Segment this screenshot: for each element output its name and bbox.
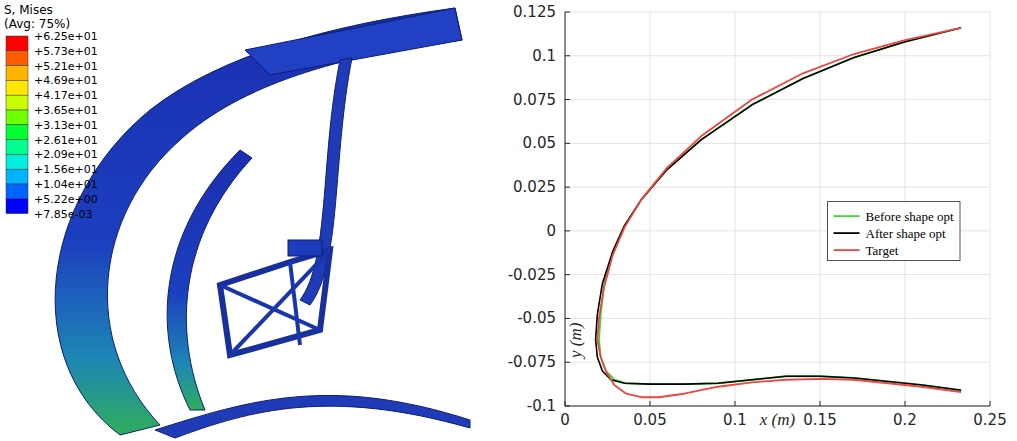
x-tick-label: 0: [560, 411, 570, 429]
grid-line-y: [565, 362, 990, 363]
x-axis-line: [565, 406, 990, 407]
grid-line-y: [565, 187, 990, 188]
grid-line-y: [565, 143, 990, 144]
contour-band: [6, 51, 28, 66]
x-tick: [820, 401, 821, 406]
series-line: [596, 28, 962, 390]
contour-label: +2.09e+01: [34, 148, 98, 161]
fea-model: [55, 8, 470, 438]
y-tick-label: 0.025: [513, 178, 556, 196]
y-tick: [565, 12, 570, 13]
x-tick: [650, 401, 651, 406]
y-tick: [565, 143, 570, 144]
x-tick-label: 0.1: [723, 411, 747, 429]
y-tick: [565, 55, 570, 56]
grid-line-x: [990, 12, 991, 406]
y-tick: [565, 99, 570, 100]
contour-band: [6, 184, 28, 199]
contour-label: +3.65e+01: [34, 104, 98, 117]
x-tick: [905, 401, 906, 406]
y-tick-label: -0.075: [508, 353, 556, 371]
series-group: [596, 28, 962, 397]
y-tick-label: 0.1: [532, 47, 556, 65]
figure: S, Mises(Avg: 75%)+6.25e+01 +5.73e+01 +5.2…: [0, 0, 1017, 441]
x-tick-label: 0.05: [633, 411, 666, 429]
x-tick-label: 0.2: [893, 411, 917, 429]
contour-label: +1.56e+01: [34, 163, 98, 176]
mechanism-struts: [220, 250, 330, 355]
contour-label: +6.25e+01: [34, 30, 98, 43]
mechanism-frame: [220, 250, 330, 355]
contour-label: +5.21e+01: [34, 60, 98, 73]
y-tick: [565, 362, 570, 363]
y-tick: [565, 230, 570, 231]
contour-label: +1.04e+01: [34, 178, 98, 191]
contour-band: [6, 66, 28, 81]
contour-band: [6, 140, 28, 155]
grid-line-x: [650, 12, 651, 406]
y-tick: [565, 187, 570, 188]
x-tick-label: 0.25: [973, 411, 1006, 429]
y-tick-label: -0.1: [527, 397, 556, 415]
y-tick-label: -0.025: [508, 266, 556, 284]
series-line: [597, 28, 961, 397]
bottom-plate: [155, 395, 470, 438]
y-tick-label: 0.075: [513, 91, 556, 109]
legend-label: After shape opt: [866, 226, 947, 241]
contour-title: S, Mises: [4, 3, 53, 17]
y-axis-title: y (m): [566, 322, 585, 360]
legend: Before shape opt After shape opt Target: [828, 202, 960, 261]
contour-label: +5.22e+00: [34, 193, 98, 206]
contour-band: [6, 110, 28, 125]
grid: [565, 12, 990, 406]
x-tick: [990, 401, 991, 406]
y-tick: [565, 318, 570, 319]
y-tick: [565, 406, 570, 407]
legend-swatch: [834, 215, 860, 217]
y-tick-label: 0: [546, 222, 556, 240]
outer-band: [55, 8, 462, 435]
contour-band: [6, 80, 28, 95]
y-tick-label: 0.05: [523, 134, 556, 152]
grid-line-y: [565, 12, 990, 13]
x-tick-label: 0.15: [803, 411, 836, 429]
line-chart: 0 0.05 0.1 0.15 0.2 0.25 -0.1 -0.075 -0.05 -0.025…: [508, 3, 1007, 429]
contour-band: [6, 199, 28, 214]
contour-label: +7.85e-03: [34, 208, 92, 221]
grid-line-y: [565, 99, 990, 100]
legend-label: Target: [866, 243, 899, 258]
grid-line-x: [735, 12, 736, 406]
y-tick-label: -0.05: [517, 309, 556, 327]
contour-label: +4.69e+01: [34, 74, 98, 87]
contour-band: [6, 95, 28, 110]
legend-label: Before shape opt: [866, 209, 954, 224]
y-tick: [565, 274, 570, 275]
y-tick-label: 0.125: [513, 3, 556, 21]
legend-box: [828, 202, 960, 261]
contour-label: +4.17e+01: [34, 89, 98, 102]
legend-swatch: [834, 232, 860, 234]
contour-band: [6, 36, 28, 51]
grid-line-y: [565, 406, 990, 407]
grid-line-y: [565, 274, 990, 275]
contour-label: +3.13e+01: [34, 119, 98, 132]
grid-line-y: [565, 318, 990, 319]
contour-label: +2.61e+01: [34, 134, 98, 147]
x-tick: [735, 401, 736, 406]
top-plate: [245, 8, 462, 75]
contour-legend: S, Mises(Avg: 75%)+6.25e+01 +5.73e+01 +5.2…: [4, 3, 98, 221]
legend-swatch: [834, 249, 860, 251]
x-tick: [565, 401, 566, 406]
grid-line-y: [565, 55, 990, 56]
contour-band: [6, 169, 28, 184]
plot-area: [565, 12, 990, 406]
series-line: [599, 28, 961, 390]
contour-label: +5.73e+01: [34, 45, 98, 58]
contour-subtitle: (Avg: 75%): [4, 17, 70, 31]
x-axis-title: x (m): [759, 410, 796, 429]
contour-band: [6, 125, 28, 140]
hinge-block: [288, 240, 322, 256]
contour-band: [6, 154, 28, 169]
ticks: 0 0.05 0.1 0.15 0.2 0.25 -0.1 -0.075 -0.05 -0.025…: [508, 3, 1007, 429]
